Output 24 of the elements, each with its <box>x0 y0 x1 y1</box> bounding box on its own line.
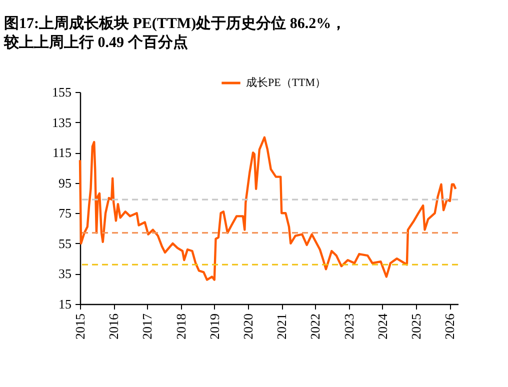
x-tick-label: 2016 <box>106 313 122 340</box>
y-tick-label: 115 <box>52 145 72 160</box>
y-tick-label: 155 <box>52 84 72 100</box>
x-tick-label: 2015 <box>72 314 88 340</box>
y-tick-label: 95 <box>58 175 72 190</box>
legend-label: 成长PE（TTM） <box>246 76 326 89</box>
x-tick-label: 2017 <box>140 313 155 340</box>
line-series <box>78 136 457 281</box>
x-tick-label: 2024 <box>374 313 390 340</box>
chart-title: 图17:上周成长板块 PE(TTM)处于历史分位 86.2%， <box>4 15 346 32</box>
chart-subtitle: 较上上周上行 0.49 个百分点 <box>3 34 188 51</box>
y-tick-label: 15 <box>58 296 72 312</box>
y-tick-label: 55 <box>58 236 72 251</box>
x-tick-label: 2022 <box>308 314 323 340</box>
y-tick-label: 75 <box>58 206 72 221</box>
x-tick-label: 2025 <box>408 314 424 340</box>
y-tick-label: 135 <box>52 114 72 130</box>
x-tick-label: 2019 <box>206 314 222 340</box>
y-tick-label: 35 <box>58 266 72 282</box>
x-tick-label: 2026 <box>442 313 458 340</box>
x-tick-label: 2018 <box>173 314 188 340</box>
x-tick-label: 2021 <box>274 314 290 340</box>
x-tick-label: 2023 <box>341 314 356 340</box>
x-tick-label: 2020 <box>240 314 256 340</box>
